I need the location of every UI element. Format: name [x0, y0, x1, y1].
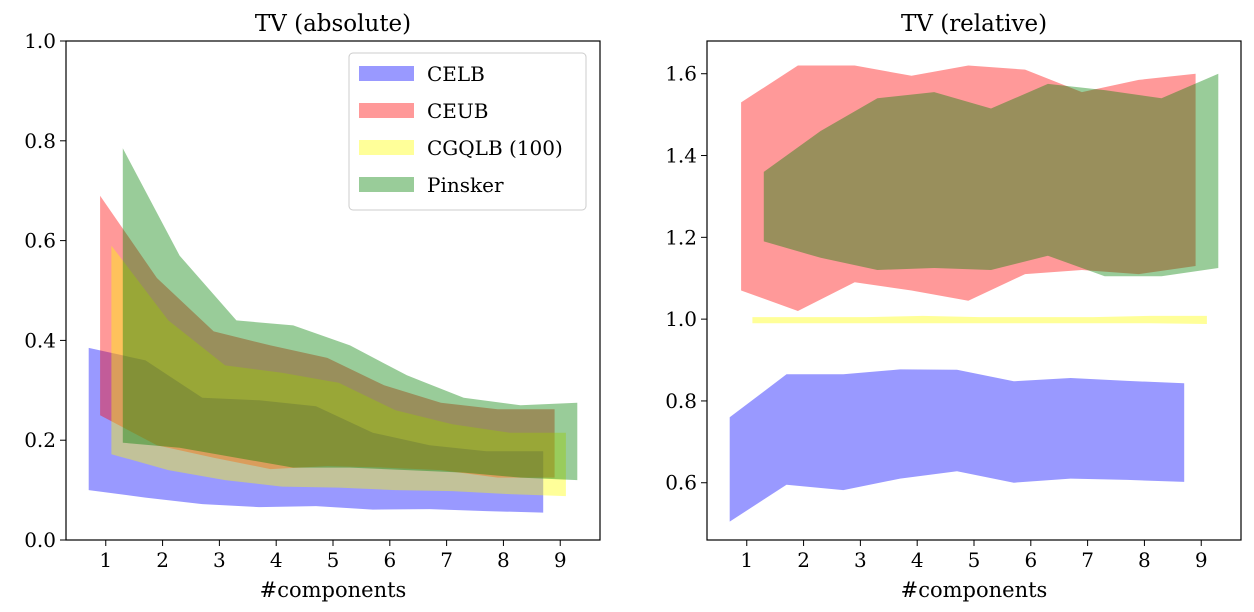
x-axis-label: #components	[901, 578, 1048, 602]
x-tick-label: 2	[797, 548, 810, 572]
series-band-celb	[729, 369, 1185, 522]
x-tick-label: 1	[740, 548, 753, 572]
series-band-pinsker	[122, 148, 578, 481]
x-tick-label: 9	[554, 548, 567, 572]
y-tick-label: 0.0	[24, 528, 56, 552]
x-axis-label: #components	[260, 578, 407, 602]
y-tick-label: 0.6	[665, 471, 697, 495]
legend-swatch	[359, 66, 414, 81]
x-tick-label: 1	[99, 548, 112, 572]
x-tick-label: 3	[854, 548, 867, 572]
legend-swatch	[359, 103, 414, 118]
legend-box	[348, 52, 587, 211]
y-tick-label: 1.4	[665, 144, 697, 168]
legend-entry-label: CGQLB (100)	[427, 136, 563, 160]
x-tick-label: 9	[1195, 548, 1208, 572]
x-tick-label: 6	[383, 548, 396, 572]
y-tick-label: 1.6	[665, 62, 697, 86]
y-tick-label: 1.0	[24, 29, 56, 53]
series-band-pinsker	[763, 73, 1219, 277]
legend-entry-label: Pinsker	[427, 173, 504, 197]
series-band-cgqlb-100	[752, 315, 1207, 324]
legend-entry-label: CELB	[427, 62, 485, 86]
chart-title: TV (absolute)	[255, 11, 411, 37]
series-band-ceub	[741, 65, 1196, 311]
x-tick-label: 6	[1024, 548, 1037, 572]
legend-swatch	[359, 177, 414, 192]
y-tick-label: 0.8	[665, 389, 697, 413]
x-tick-label: 7	[440, 548, 453, 572]
x-tick-label: 8	[1138, 548, 1151, 572]
y-tick-label: 0.4	[24, 328, 56, 352]
y-tick-label: 0.6	[24, 229, 56, 253]
chart-tv-relative: 1 2 3 4 5 6 7 8 9 0.6 0.8 1.0 1.2 1.4 1.6 TV (relative)…	[665, 11, 1242, 602]
chart-tv-absolute: 1 2 3 4 5 6 7 8 9 0.0 0.2 0.4 0.6 0.8 1.0 TV (absolute)…	[24, 11, 601, 602]
legend-entry-label: CEUB	[427, 99, 488, 123]
series-band-cgqlb-100	[111, 245, 566, 497]
x-tick-label: 8	[497, 548, 510, 572]
x-tick-label: 7	[1081, 548, 1094, 572]
y-tick-label: 1.0	[665, 307, 697, 331]
legend-swatch	[359, 140, 414, 155]
x-tick-label: 5	[327, 548, 340, 572]
x-tick-label: 5	[968, 548, 981, 572]
y-tick-label: 0.8	[24, 129, 56, 153]
x-tick-label: 4	[270, 548, 283, 572]
x-tick-label: 3	[213, 548, 226, 572]
x-tick-label: 2	[156, 548, 169, 572]
chart-title: TV (relative)	[901, 11, 1047, 37]
legend: CELB CEUB CGQLB (100) Pinsker	[348, 52, 587, 211]
y-tick-label: 0.2	[24, 428, 56, 452]
series-band-celb	[88, 347, 544, 513]
x-tick-label: 4	[911, 548, 924, 572]
y-tick-label: 1.2	[665, 225, 697, 249]
series-band-ceub	[100, 195, 555, 478]
